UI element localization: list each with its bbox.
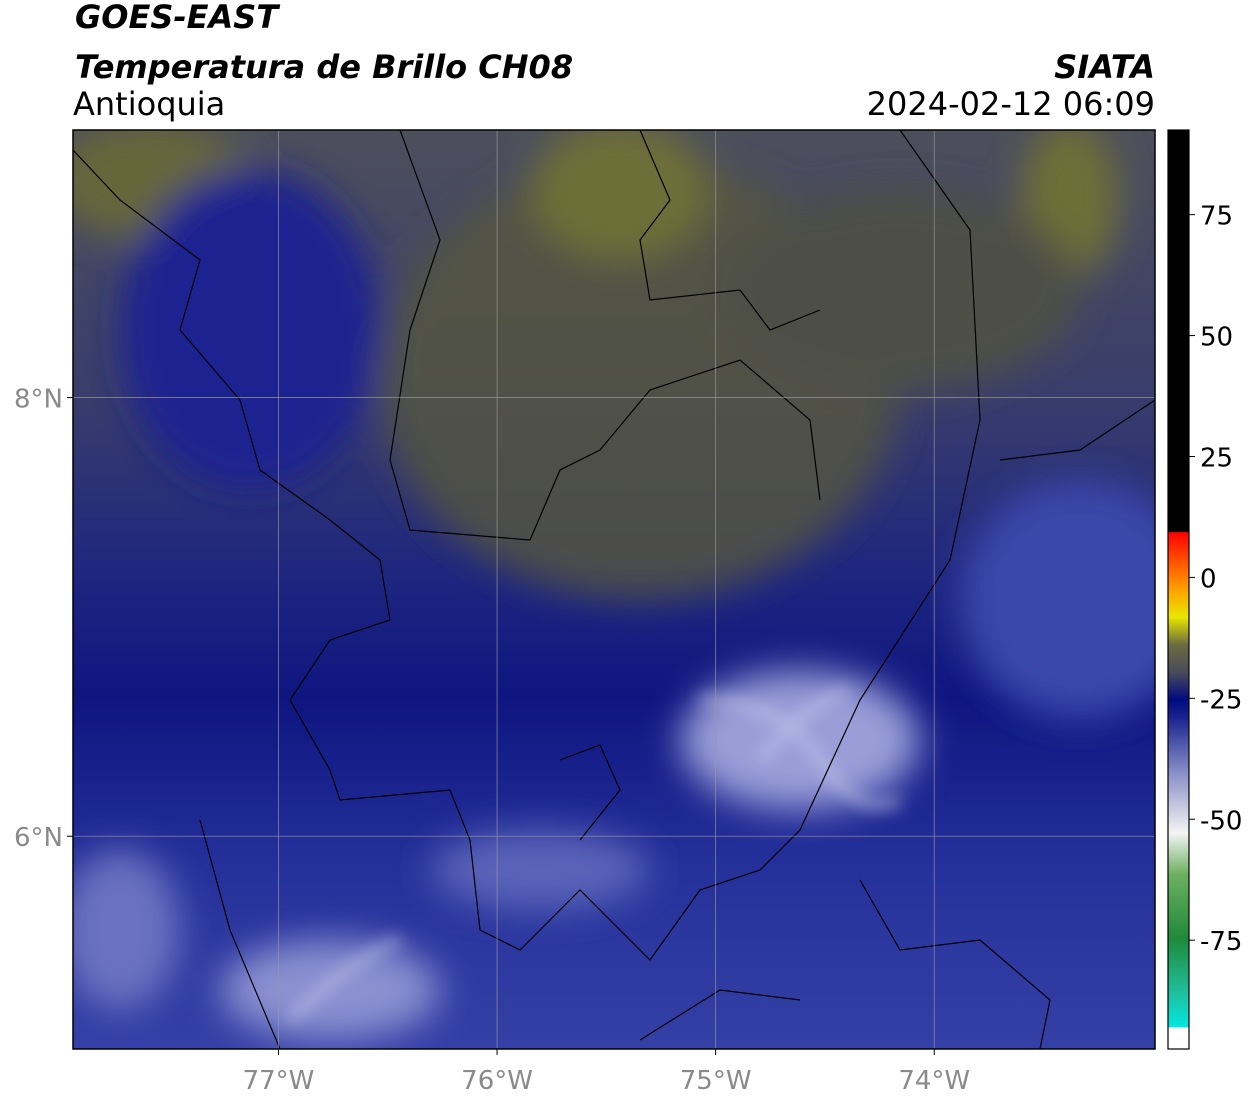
colorbar-tick-label: 75 — [1200, 202, 1233, 232]
colorbar-tick-label: 25 — [1200, 443, 1233, 473]
lat-tick-label: 6°N — [14, 823, 63, 853]
region: Antioquia — [73, 85, 225, 123]
satellite-image — [73, 130, 1155, 1049]
boundaries — [73, 130, 1155, 1049]
colorbar-tick-label: -25 — [1200, 685, 1242, 715]
lon-tick-label: 76°W — [461, 1066, 533, 1096]
product: Temperatura de Brillo CH08 — [75, 48, 573, 86]
lon-tick-label: 74°W — [898, 1066, 970, 1096]
colorbar-tick-label: 50 — [1200, 323, 1233, 353]
lon-tick-label: 75°W — [680, 1066, 752, 1096]
satellite: GOES-EAST — [75, 0, 280, 36]
map-frame — [72, 129, 1156, 1050]
colorbar-tick-label: 0 — [1200, 564, 1217, 594]
colorbar — [1167, 129, 1190, 1050]
datetime: 2024-02-12 06:09 — [867, 85, 1155, 123]
colorbar-tick-label: -50 — [1200, 806, 1242, 836]
lat-tick-label: 8°N — [14, 385, 63, 415]
colorbar-tick-label: -75 — [1200, 927, 1242, 957]
lon-tick-label: 77°W — [243, 1066, 315, 1096]
source: SIATA — [1054, 48, 1155, 86]
